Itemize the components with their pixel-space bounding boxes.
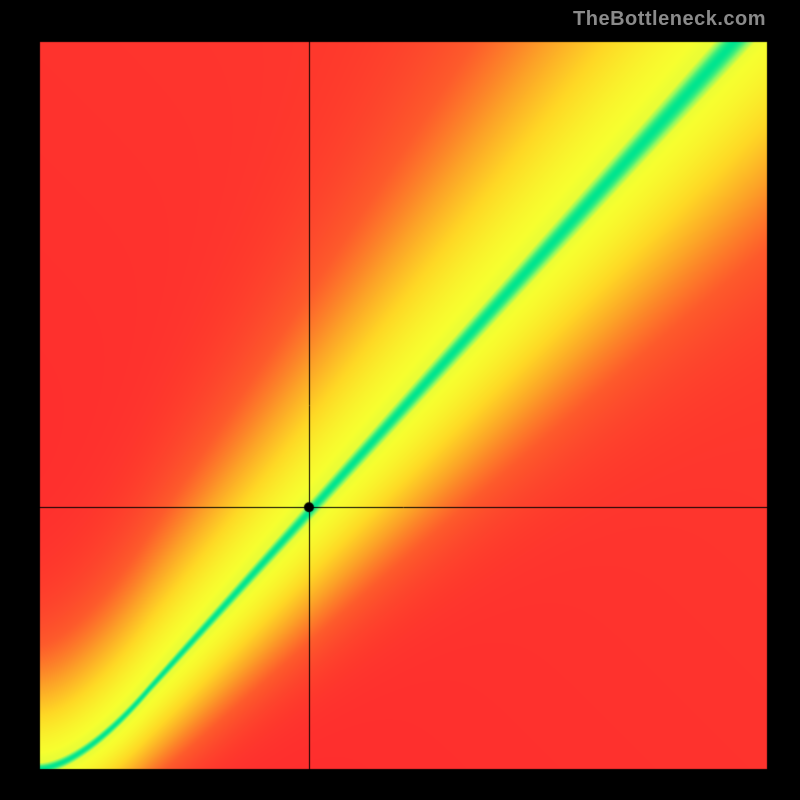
watermark-text: TheBottleneck.com (573, 8, 766, 31)
bottleneck-heatmap (0, 0, 800, 800)
